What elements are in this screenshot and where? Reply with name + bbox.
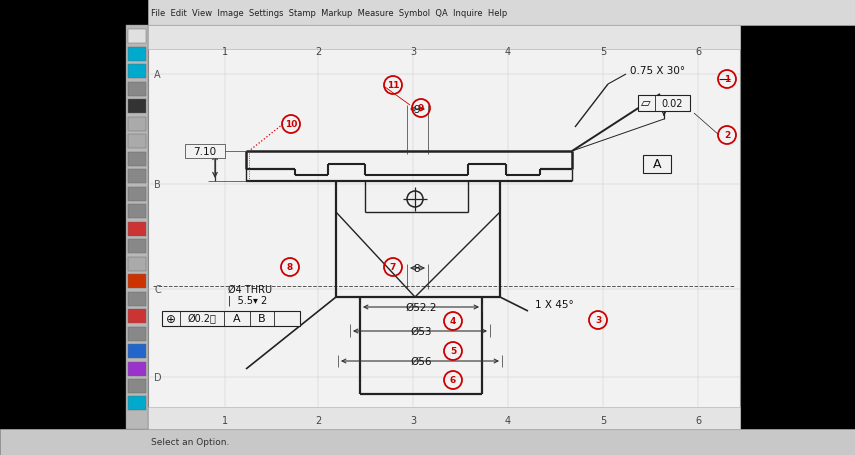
Text: 5: 5 — [450, 347, 456, 356]
Bar — [0, 0, 148, 455]
Text: Ø0.2Ⓜ: Ø0.2Ⓜ — [187, 314, 216, 324]
Text: 5: 5 — [600, 47, 606, 57]
Text: 0.75 X 30°: 0.75 X 30° — [630, 66, 685, 76]
Text: 3: 3 — [410, 47, 416, 57]
Text: 7: 7 — [390, 263, 396, 272]
Text: Ø4 THRU: Ø4 THRU — [228, 284, 272, 294]
Text: 2: 2 — [315, 415, 321, 425]
Bar — [148, 407, 740, 429]
Bar — [128, 239, 146, 253]
Bar — [126, 26, 148, 429]
Bar — [128, 100, 146, 114]
Bar — [128, 135, 146, 149]
Bar — [638, 96, 690, 112]
Bar — [128, 397, 146, 410]
Text: ▱: ▱ — [641, 97, 651, 110]
Text: Ø53: Ø53 — [410, 326, 432, 336]
Bar — [148, 0, 855, 26]
Text: 7.10: 7.10 — [193, 147, 216, 157]
Bar — [643, 156, 671, 174]
Text: File  Edit  View  Image  Settings  Stamp  Markup  Measure  Symbol  QA  Inquire  : File Edit View Image Settings Stamp Mark… — [151, 9, 507, 17]
Text: A: A — [233, 314, 241, 324]
Text: 10: 10 — [285, 120, 298, 129]
Text: Ø56: Ø56 — [410, 356, 432, 366]
Text: 3: 3 — [410, 415, 416, 425]
Text: 1 X 45°: 1 X 45° — [535, 299, 574, 309]
Text: 6: 6 — [695, 415, 701, 425]
Bar — [148, 26, 740, 50]
Text: C: C — [154, 284, 161, 294]
Text: 2: 2 — [724, 131, 730, 140]
Bar — [128, 82, 146, 96]
Bar — [128, 47, 146, 61]
Text: A: A — [154, 70, 161, 80]
Text: 1: 1 — [222, 47, 228, 57]
Text: 1: 1 — [724, 76, 730, 84]
Text: 11: 11 — [386, 81, 399, 90]
Text: 5: 5 — [600, 415, 606, 425]
Text: A: A — [652, 158, 661, 171]
Text: 4: 4 — [450, 317, 457, 326]
Text: 9: 9 — [414, 105, 421, 115]
Text: 3: 3 — [595, 316, 601, 325]
Text: 2: 2 — [315, 47, 321, 57]
Bar — [128, 65, 146, 79]
Text: Ø52.2: Ø52.2 — [405, 302, 437, 312]
Bar — [128, 309, 146, 324]
Bar — [185, 145, 225, 159]
Bar — [128, 205, 146, 218]
Bar — [128, 187, 146, 201]
Bar — [128, 379, 146, 393]
Bar — [162, 311, 300, 326]
Bar — [128, 362, 146, 376]
Bar — [128, 292, 146, 306]
Text: 1: 1 — [222, 415, 228, 425]
Bar — [128, 152, 146, 166]
Text: 6: 6 — [450, 376, 456, 384]
Bar — [128, 117, 146, 131]
Text: 4: 4 — [505, 415, 511, 425]
Text: 0.02: 0.02 — [661, 99, 683, 109]
Text: ⊕: ⊕ — [166, 312, 176, 325]
Bar — [148, 26, 740, 429]
Bar — [128, 327, 146, 341]
Text: 4: 4 — [505, 47, 511, 57]
Text: |  5.5▾ 2: | 5.5▾ 2 — [228, 295, 268, 306]
Bar — [128, 274, 146, 288]
Bar — [128, 344, 146, 358]
Text: 9: 9 — [418, 104, 424, 113]
Text: D: D — [154, 372, 162, 382]
Text: 6: 6 — [695, 47, 701, 57]
Bar — [0, 429, 855, 455]
Bar — [128, 30, 146, 44]
Bar — [128, 257, 146, 271]
Text: B: B — [154, 180, 161, 190]
Text: Select an Option.: Select an Option. — [151, 438, 229, 446]
Bar — [128, 170, 146, 184]
Bar — [128, 222, 146, 236]
Text: 8: 8 — [414, 263, 421, 273]
Text: 8: 8 — [287, 263, 293, 272]
Text: B: B — [258, 314, 266, 324]
